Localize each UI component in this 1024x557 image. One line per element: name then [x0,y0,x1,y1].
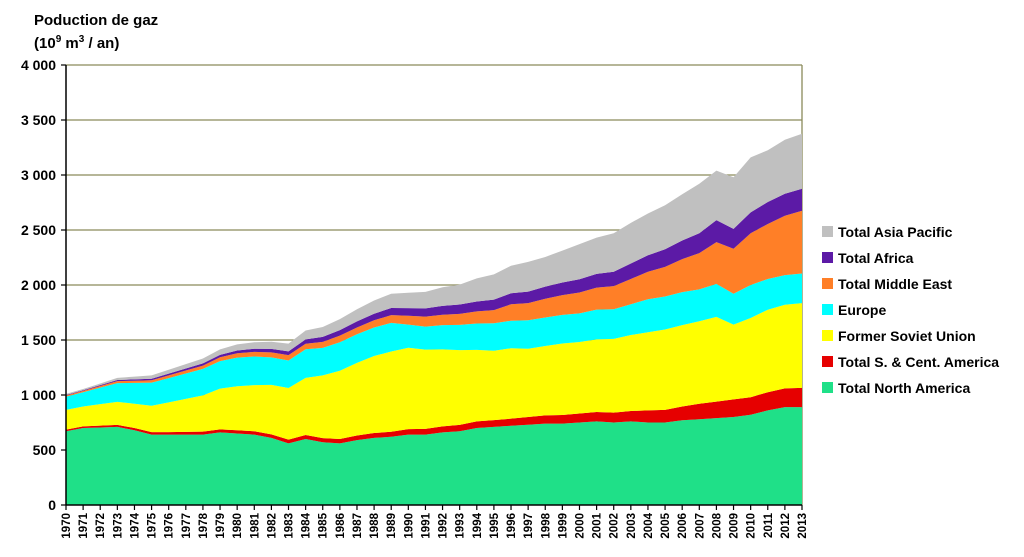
x-tick-label: 1976 [164,513,176,539]
x-tick-label: 1970 [61,513,73,539]
area-total-s-cent-america [66,387,802,444]
x-tick-label: 2013 [797,513,809,539]
x-tick-label: 2006 [677,513,689,539]
x-tick-label: 2009 [729,513,741,539]
x-tick-label: 1990 [403,513,415,539]
legend-label: Former Soviet Union [838,328,976,344]
x-tick-label: 1981 [249,512,261,538]
legend-label: Total North America [838,380,970,396]
x-tick-label: 1986 [335,513,347,539]
legend-label: Total Middle East [838,276,952,292]
legend-swatch [822,330,833,341]
x-tick-label: 1980 [232,513,244,539]
x-tick-label: 1989 [386,513,398,539]
area-europe [66,273,802,410]
x-tick-label: 1993 [455,513,467,539]
x-tick-label: 2007 [694,513,706,539]
x-tick-label: 1974 [129,512,141,538]
legend-swatch [822,278,833,289]
legend-swatch [822,252,833,263]
y-tick-label: 2 500 [21,222,56,238]
y-tick-label: 0 [48,497,56,513]
y-tick-label: 2 000 [21,277,56,293]
x-tick-label: 2005 [660,512,672,538]
x-tick-label: 1983 [284,513,296,539]
legend-label: Total Asia Pacific [838,224,953,240]
legend-swatch [822,356,833,367]
x-tick-label: 1988 [369,512,381,538]
y-tick-label: 3 500 [21,112,56,128]
x-tick-label: 1996 [506,513,518,539]
y-tick-label: 1 000 [21,387,56,403]
y-tick-label: 4 000 [21,57,56,73]
y-tick-label: 3 000 [21,167,56,183]
x-tick-label: 2011 [763,512,775,538]
x-tick-label: 1995 [489,512,501,538]
x-tick-label: 1997 [523,513,535,539]
x-tick-label: 1977 [181,513,193,539]
x-tick-label: 2000 [574,513,586,539]
x-tick-label: 1984 [301,512,313,538]
legend-label: Total Africa [838,250,914,266]
x-tick-label: 1978 [198,512,210,538]
chart-title: Poduction de gaz [34,12,158,29]
x-tick-label: 1992 [438,513,450,539]
x-tick-label: 2003 [626,513,638,539]
legend-swatch [822,304,833,315]
area-total-north-america [66,407,802,505]
legend: Total Asia Pacific Total Africa Total Midd… [822,224,999,396]
legend-swatch [822,382,833,393]
x-tick-label: 1971 [78,512,90,538]
x-tick-label: 1979 [215,513,227,539]
x-tick-label: 2004 [643,512,655,538]
legend-label: Europe [838,302,886,318]
x-tick-label: 1987 [352,513,364,539]
x-tick-label: 2002 [609,513,621,539]
x-tick-label: 1994 [472,512,484,538]
y-tick-label: 500 [33,442,57,458]
x-tick-label: 2008 [711,512,723,538]
legend-label: Total S. & Cent. America [838,354,999,370]
y-axis-ticks: 0 500 1 000 1 500 2 000 2 500 3 000 3 500 4 000 [21,57,66,513]
y-tick-label: 1 500 [21,332,56,348]
stacked-areas [66,133,802,505]
x-tick-label: 1982 [266,513,278,539]
x-axis-ticks: 1970 1971 1972 1973 1974 1975 1976 1977 1978 1979… [61,505,809,539]
chart-unit: (109 m3 / an) [34,34,119,52]
x-tick-label: 1973 [112,513,124,539]
x-tick-label: 1999 [557,513,569,539]
x-tick-label: 1998 [540,512,552,538]
x-tick-label: 1991 [420,512,432,538]
x-tick-label: 2001 [592,512,604,538]
x-tick-label: 2012 [780,513,792,539]
x-tick-label: 1985 [318,512,330,538]
x-tick-label: 1972 [95,513,107,539]
legend-swatch [822,226,833,237]
x-tick-label: 2010 [746,513,758,539]
area-former-soviet-union [66,303,802,440]
x-tick-label: 1975 [147,512,159,538]
